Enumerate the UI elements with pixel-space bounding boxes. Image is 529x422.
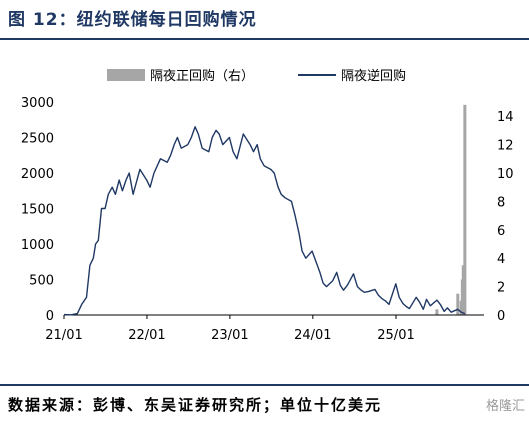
repo-bar	[463, 104, 467, 315]
y-right-tick-label: 2	[497, 281, 505, 296]
x-tick-label: 24/01	[294, 328, 331, 343]
x-tick-label: 21/01	[45, 328, 82, 343]
legend-label-line: 隔夜逆回购	[341, 68, 406, 84]
chart-title: 图 12：纽约联储每日回购情况	[8, 10, 257, 30]
x-tick-label: 23/01	[211, 328, 248, 343]
y-left-tick-label: 0	[46, 309, 54, 324]
y-right-tick-label: 8	[497, 195, 505, 210]
y-left-tick-label: 2500	[21, 132, 54, 147]
reverse-repo-line	[63, 126, 466, 316]
repo-bar	[435, 309, 439, 315]
repo-chart: 隔夜正回购（右） 隔夜逆回购 0500100015002000250030000…	[21, 68, 514, 343]
legend: 隔夜正回购（右） 隔夜逆回购	[107, 68, 406, 84]
source-divider	[0, 384, 529, 386]
repo-bar	[456, 293, 460, 315]
axes: 0 500 1000 1500 2000 2500 3000 0 2 4 6 8 10 12 14 21/01…	[21, 96, 514, 343]
x-tick-label: 22/01	[128, 328, 165, 343]
y-left-tick-label: 1000	[21, 238, 54, 253]
y-left-tick-label: 3000	[21, 96, 54, 111]
y-right-tick-label: 10	[497, 167, 514, 182]
right-axis-bars	[435, 104, 467, 315]
y-right-tick-label: 14	[497, 110, 514, 125]
x-tick-label: 25/01	[377, 328, 414, 343]
y-left-tick-label: 500	[29, 274, 54, 289]
legend-bar-swatch	[107, 69, 145, 81]
y-right-tick-label: 6	[497, 224, 505, 239]
legend-label-bar: 隔夜正回购（右）	[150, 68, 254, 84]
watermark: 格隆汇	[485, 399, 525, 414]
y-left-tick-label: 2000	[21, 167, 54, 182]
y-right-tick-label: 4	[497, 252, 505, 267]
source-note: 数据来源：彭博、东吴证券研究所；单位十亿美元	[8, 396, 383, 414]
y-right-tick-label: 12	[497, 139, 514, 154]
y-right-tick-label: 0	[497, 309, 505, 324]
title-divider	[0, 38, 529, 40]
y-left-tick-label: 1500	[21, 203, 54, 218]
